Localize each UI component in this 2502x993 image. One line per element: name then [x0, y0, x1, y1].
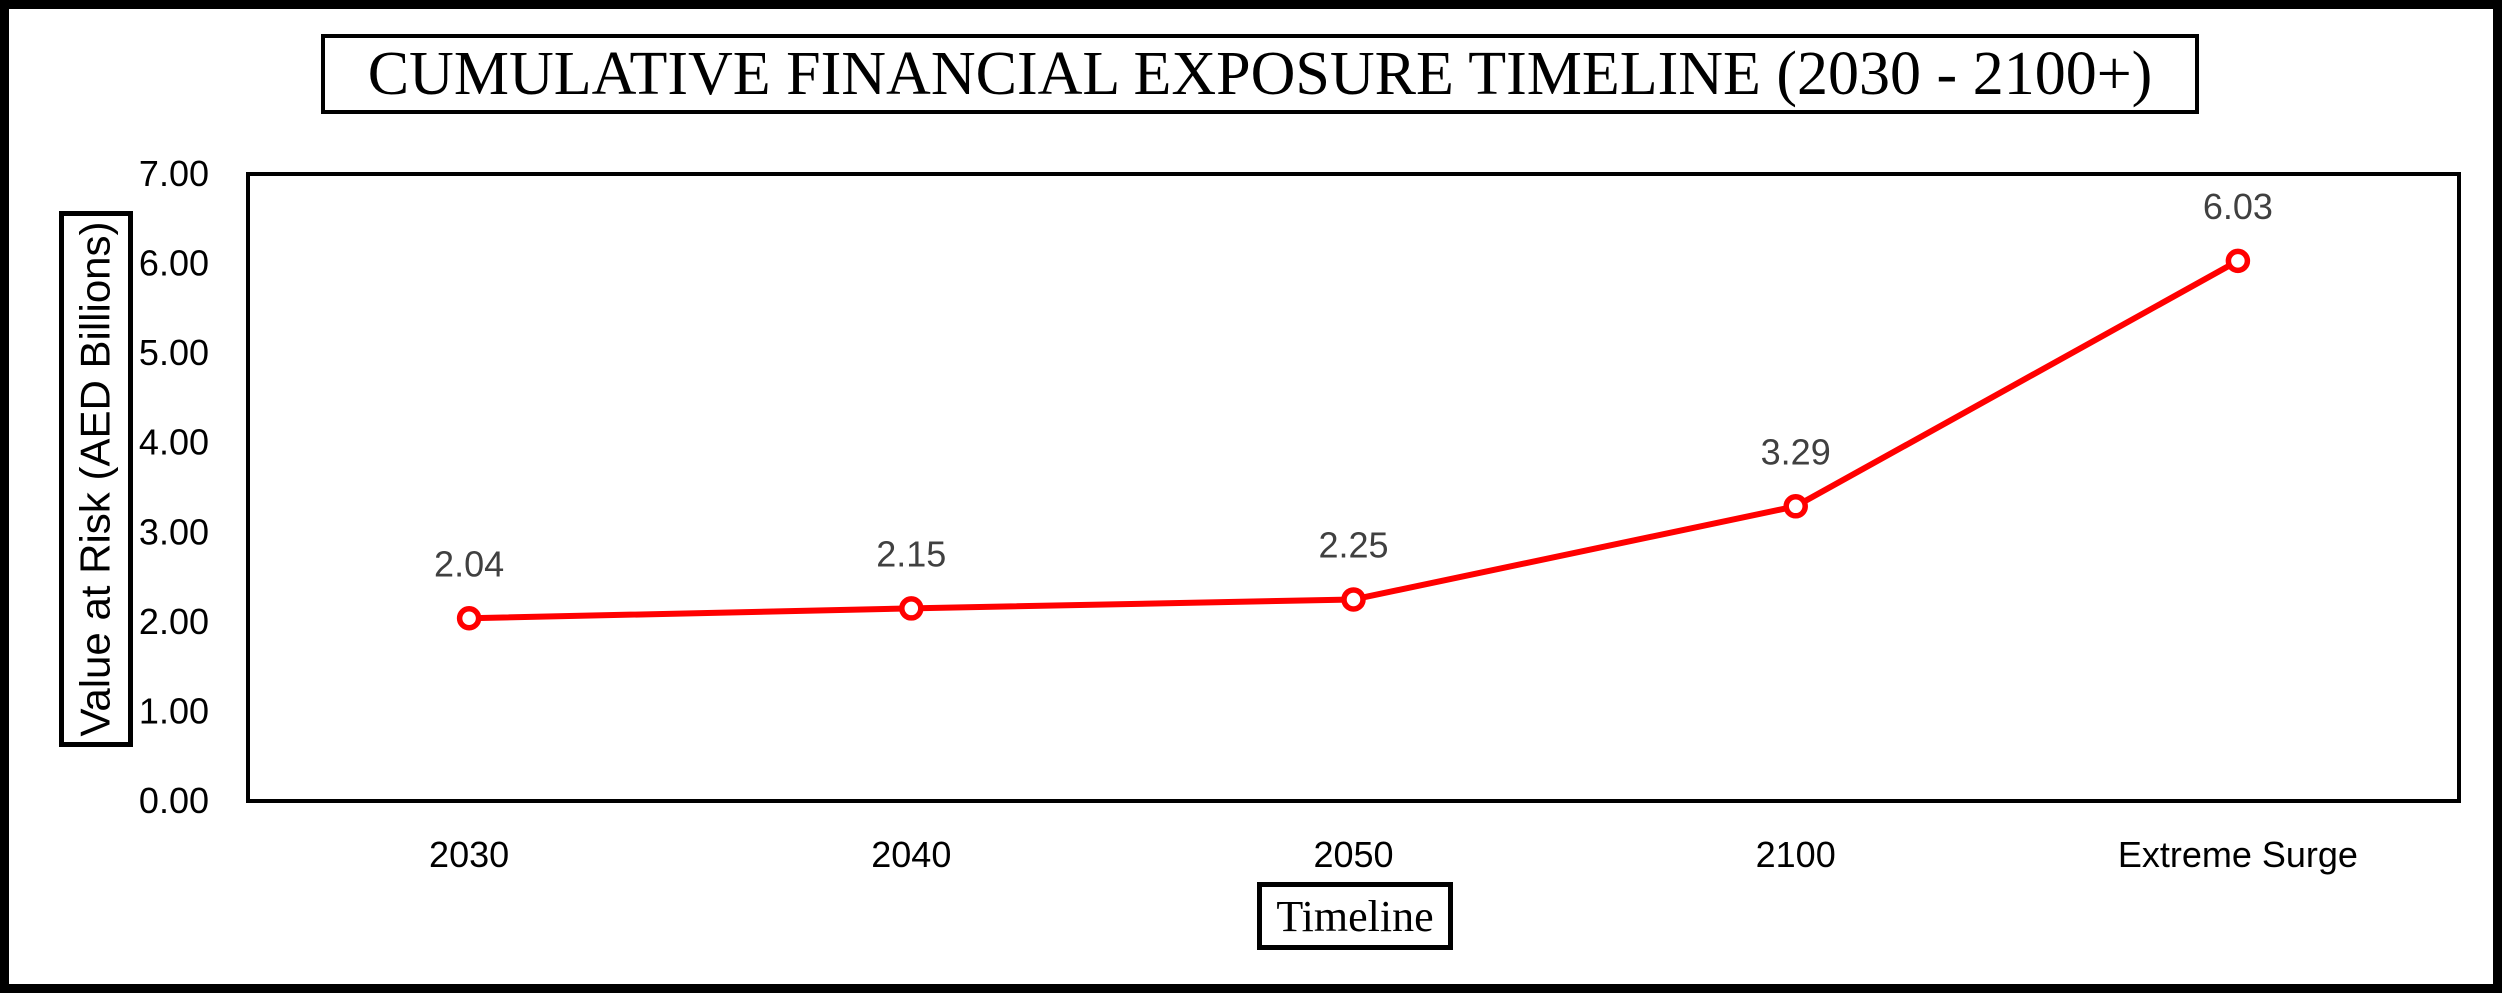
x-tick-label: Extreme Surge [2118, 834, 2358, 875]
data-label: 2.25 [1318, 524, 1388, 565]
data-label: 6.03 [2203, 186, 2273, 227]
data-label: 3.29 [1761, 431, 1831, 472]
data-point-marker [1783, 494, 1808, 519]
y-tick-label: 1.00 [139, 690, 209, 731]
x-tick-label: 2100 [1756, 834, 1836, 875]
data-point-marker [1341, 587, 1366, 612]
x-axis-title: Timeline [1257, 882, 1453, 950]
data-point-marker [456, 606, 482, 631]
y-tick-label: 0.00 [139, 780, 209, 821]
y-tick-label: 7.00 [139, 153, 209, 194]
x-tick-label: 2050 [1313, 834, 1393, 875]
y-tick-label: 4.00 [139, 422, 209, 463]
data-point-marker [2225, 248, 2251, 274]
y-tick-label: 2.00 [139, 601, 209, 642]
x-tick-label: 2040 [871, 834, 951, 875]
x-tick-label: 2030 [429, 834, 509, 875]
data-point-marker [899, 596, 924, 621]
y-tick-label: 3.00 [139, 511, 209, 552]
plot-border [246, 172, 2461, 803]
data-label: 2.04 [434, 543, 504, 584]
chart-title: CUMULATIVE FINANCIAL EXPOSURE TIMELINE (… [321, 34, 2199, 114]
y-axis-title-box: Value at Risk (AED Billions) [59, 211, 133, 747]
data-label: 2.15 [876, 533, 946, 574]
y-tick-label: 5.00 [139, 332, 209, 373]
plot-area: 0.00 1.00 2.00 3.00 4.00 5.00 6.00 7.00 2030 2040… [139, 153, 2461, 875]
y-tick-label: 6.00 [139, 243, 209, 284]
